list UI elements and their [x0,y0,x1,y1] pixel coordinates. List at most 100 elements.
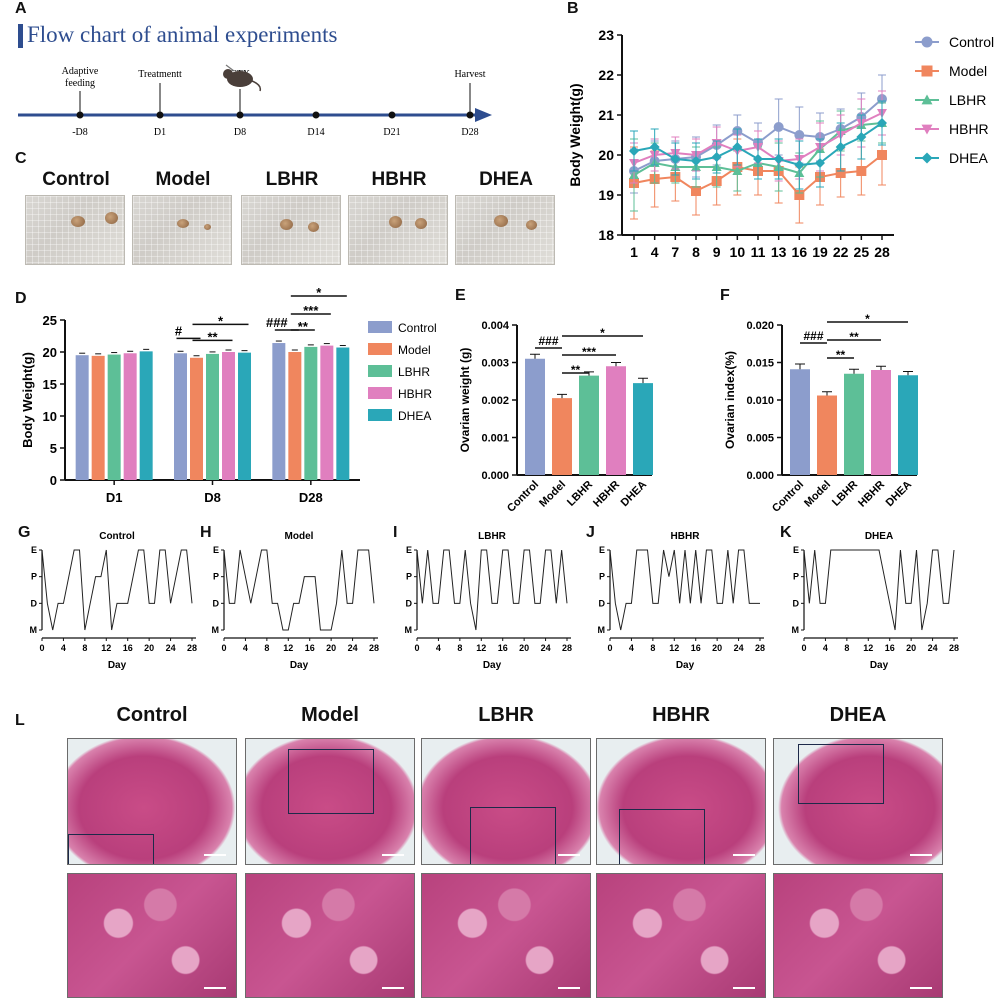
ovary-specimen [104,212,118,224]
legend-label: HBHR [949,121,989,137]
y-tick-label: D [31,598,38,608]
chart-title: Model [285,531,314,542]
bar [579,375,599,475]
mesh-texture [456,196,554,264]
bar [898,375,918,475]
photo-group-label: LBHR [265,169,319,190]
x-axis-label: Day [290,660,309,671]
ovary-photo [455,195,555,265]
legend-marker-icon [921,65,933,77]
y-tick-label: D [599,598,606,608]
x-tick-label: 20 [712,643,722,653]
data-point [773,122,784,132]
significance-label: # [175,323,183,338]
x-tick-label: 20 [326,643,336,653]
y-tick-label: M [30,625,38,635]
x-tick-label: Control [770,479,806,515]
y-tick-label: 22 [598,67,614,83]
y-tick-label: 0.020 [746,320,774,332]
scale-bar [204,987,226,989]
x-tick-label: 19 [812,244,828,260]
ovary-specimen [177,218,189,228]
mouse-tail-icon [251,80,262,92]
legend-marker-icon [921,94,933,105]
bar [174,353,187,480]
x-tick-label: 28 [949,643,959,653]
legend-marker-icon [921,152,933,164]
histology-group-label: Model [301,704,359,726]
significance-label: *** [303,303,319,318]
mouse-icon [227,71,253,87]
panel-label-e: E [455,287,466,304]
x-tick-label: 12 [476,643,486,653]
y-tick-label: 5 [50,441,57,456]
data-point [629,146,639,156]
x-tick-label: 8 [650,643,655,653]
y-tick-label: 25 [43,313,57,328]
data-point [835,168,846,178]
scale-bar [558,854,580,856]
x-tick-label: 4 [243,643,248,653]
bar [107,354,121,480]
timeline-dot [312,111,320,119]
scale-bar [382,854,404,856]
x-tick-label: HBHR [591,479,622,510]
zoom-region-box [798,744,884,804]
chart-estrous-dhea: DHEA M D P E 0 4 8 12 16 20 24 28 Day [792,531,960,671]
zoom-region-box [619,809,705,864]
significance-label: *** [582,345,596,359]
x-tick-label: 12 [283,643,293,653]
ovary-specimen [279,218,293,230]
panel-label-d: D [15,290,27,307]
ovary-specimen [71,215,85,227]
x-axis-label: Day [483,660,502,671]
data-point [753,154,763,164]
x-tick-label: 7 [671,244,679,260]
x-tick-label: 20 [144,643,154,653]
chart-ovarian-index: 0.000 0.005 0.010 0.015 0.020 Ovarian index(%… [723,312,918,515]
timeline-tick-label: D8 [234,127,246,138]
timeline-tick-label: D21 [383,127,400,138]
bar [844,373,864,475]
timeline-event-label: Harvest [454,69,485,80]
legend-marker-icon [921,36,933,48]
ovary-specimen [494,215,508,227]
data-point [691,186,701,196]
y-tick-label: 0 [50,473,57,488]
mesh-texture [242,196,340,264]
y-tick-label: M [212,625,220,635]
bar [336,347,350,480]
ovary-specimen [307,222,319,232]
bar [552,398,572,475]
y-tick-label: 0.010 [746,395,774,407]
x-tick-label: Control [505,479,541,515]
y-tick-label: E [31,545,37,555]
y-tick-label: 0.003 [481,358,509,370]
significance-label: ** [571,363,581,377]
y-axis-label: Body Weight(g) [567,83,583,186]
x-tick-label: 12 [669,643,679,653]
x-tick-label: 16 [792,244,808,260]
data-point [815,158,825,168]
chart-estrous-control: Control M D P E 0 4 8 12 16 20 24 28 Day [30,531,198,671]
panel-label-g: G [18,524,31,541]
bar [75,355,89,480]
ovary-photo [132,195,232,265]
timeline-event-label: Adaptive [62,66,99,77]
legend-marker-icon [921,124,933,135]
x-axis-label: Day [676,660,695,671]
y-tick-label: P [31,572,37,582]
flow-chart-title: Flow chart of animal experiments [27,22,338,47]
histology-zoom-image [596,873,766,998]
bar [139,351,153,480]
chart-estrous-model: Model M D P E 0 4 8 12 16 20 24 28 Day [212,531,380,671]
x-tick-label: 16 [691,643,701,653]
x-axis-label: Day [108,660,127,671]
bar [606,366,626,475]
y-tick-label: D [793,598,800,608]
x-tick-label: LBHR [565,479,595,509]
histology-zoom-image [421,873,591,998]
estrous-cycle-line [41,549,193,631]
ovary-photo [25,195,125,265]
